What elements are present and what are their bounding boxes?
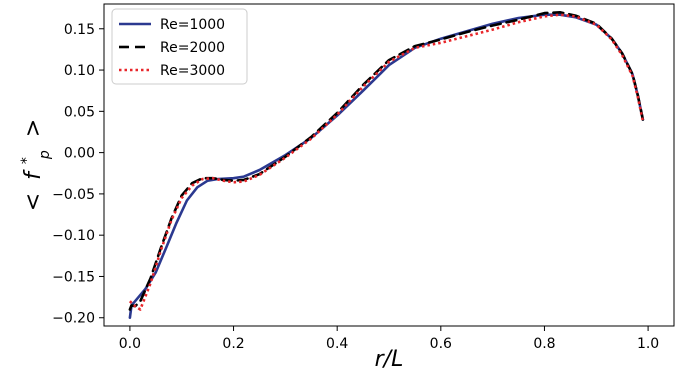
series-layer <box>128 11 645 319</box>
y-axis-label: < f * p > <box>12 119 55 212</box>
y-tick-label: −0.10 <box>52 228 95 244</box>
y-label-sub: p <box>37 150 53 160</box>
legend-frame <box>111 8 248 85</box>
x-tick-label: 0.6 <box>430 336 452 352</box>
legend: Re=1000 Re=2000 Re=3000 <box>111 8 248 85</box>
y-tick-label: −0.20 <box>52 311 95 327</box>
legend-label-1: Re=2000 <box>160 40 225 56</box>
y-label-main: f <box>21 169 46 180</box>
x-axis-label: r/L <box>375 347 404 372</box>
x-axis-ticks: 0.0 0.2 0.4 0.6 0.8 1.0 <box>119 326 659 352</box>
y-label-close: > <box>21 119 46 137</box>
x-tick-label: 0.4 <box>326 336 348 352</box>
x-tick-label: 1.0 <box>637 336 659 352</box>
y-label-open: < <box>21 193 46 211</box>
y-tick-label: −0.05 <box>52 187 95 203</box>
y-tick-label: 0.05 <box>64 104 95 120</box>
legend-label-0: Re=1000 <box>160 17 225 33</box>
svg-text:< f * p: < f * p > <box>12 119 55 212</box>
x-tick-label: 0.8 <box>533 336 555 352</box>
y-tick-label: 0.15 <box>64 22 95 38</box>
y-label-sup: * <box>19 157 35 164</box>
y-tick-label: 0.10 <box>64 63 95 79</box>
x-tick-label: 0.2 <box>222 336 244 352</box>
y-tick-label: 0.00 <box>64 146 95 162</box>
legend-label-2: Re=3000 <box>160 63 225 79</box>
x-tick-label: 0.0 <box>119 336 141 352</box>
y-tick-label: −0.15 <box>52 269 95 285</box>
plot-frame <box>103 3 675 327</box>
y-axis-ticks: −0.20 −0.15 −0.10 −0.05 0.00 0.05 0.10 0.15 <box>52 22 104 327</box>
